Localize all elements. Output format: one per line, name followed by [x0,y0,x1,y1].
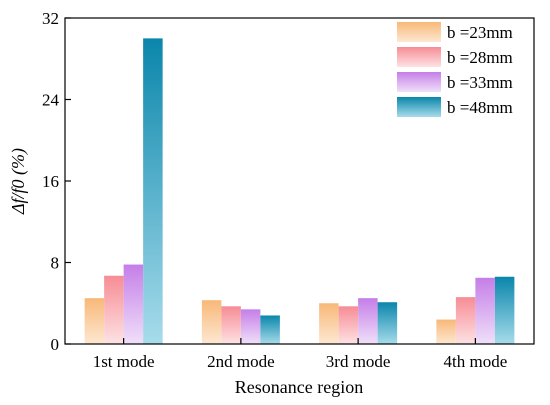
legend-swatch [397,72,441,92]
bar-3-3rd-mode [358,298,378,344]
legend-label: b =33mm [447,73,513,92]
bar-4-2nd-mode [260,315,280,344]
y-axis: 0 8 16 24 32 [42,9,71,354]
x-axis: 1st mode 2nd mode 3rd mode 4th mode [93,338,508,371]
bar-2-1st-mode [104,275,124,344]
bar-3-4th-mode [475,277,495,344]
y-tick-label: 0 [51,335,60,354]
legend-swatch [397,47,441,67]
y-axis-title: Δf/f0 (%) [8,148,29,215]
bar-2-4th-mode [455,297,476,344]
legend-swatch [397,22,441,42]
x-tick-label: 4th mode [444,352,508,371]
bar-4-4th-mode [494,276,515,344]
bar-4-3rd-mode [377,302,398,344]
bar-4-1st-mode [143,38,163,345]
legend: b =23mm b =28mm b =33mm b =48mm [397,22,513,117]
bar-1-2nd-mode [201,300,222,344]
x-tick-label: 3rd mode [326,352,391,371]
y-tick-label: 24 [42,91,60,110]
legend-label: b =48mm [447,98,513,117]
bar-2-3rd-mode [338,306,359,344]
legend-label: b =23mm [447,23,513,42]
bar-2-2nd-mode [221,306,241,344]
bar-1-4th-mode [436,319,456,344]
y-tick-label: 8 [51,254,60,273]
bar-3-1st-mode [123,264,144,344]
x-tick-label: 1st mode [93,352,155,371]
bar-3-2nd-mode [240,309,261,344]
bar-1-1st-mode [84,298,105,344]
y-tick-label: 16 [42,172,59,191]
x-tick-label: 2nd mode [207,352,275,371]
x-axis-title: Resonance region [235,377,363,397]
legend-swatch [397,97,441,117]
bars-group [84,38,515,345]
bar-1-3rd-mode [319,303,339,344]
y-tick-label: 32 [42,9,59,28]
legend-label: b =28mm [447,48,513,67]
